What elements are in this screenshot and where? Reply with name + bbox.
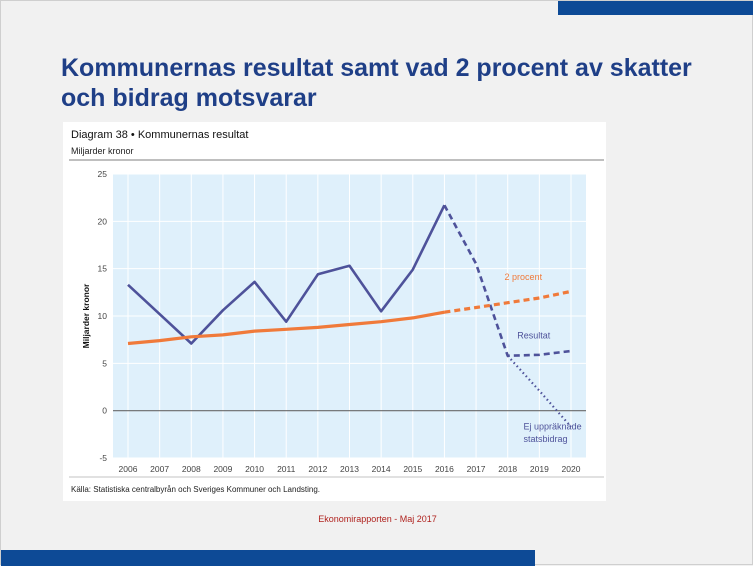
x-tick-label: 2007 <box>150 464 169 474</box>
y-tick-label: 10 <box>98 311 108 321</box>
x-tick-label: 2006 <box>119 464 138 474</box>
annotations: 2 procent Resultat Ej uppräknade statsbidra… <box>505 272 582 444</box>
x-tick-label: 2010 <box>245 464 264 474</box>
x-tick-label: 2012 <box>308 464 327 474</box>
x-tick-label: 2018 <box>498 464 517 474</box>
series-line-1 <box>443 204 572 358</box>
x-tick-label: 2020 <box>562 464 581 474</box>
y-axis-label: Miljarder kronor <box>81 283 91 348</box>
axes: -5 0 5 10 15 20 25 2006 2007 2008 2009 2010 2011 2012… <box>81 169 581 474</box>
y-tick-label: 25 <box>98 169 108 179</box>
figure-title: Diagram 38 • Kommunernas resultat <box>71 129 249 141</box>
chart-annotation: Ej uppräknade <box>524 422 582 432</box>
slide-footer: Ekonomirapporten - Maj 2017 <box>318 514 437 524</box>
y-tick-label: 5 <box>102 358 107 368</box>
series-line-4 <box>444 289 572 314</box>
y-tick-label: 15 <box>98 264 108 274</box>
slide-title: Kommunernas resultat samt vad 2 procent … <box>61 54 692 112</box>
accent-bar-bottom <box>1 550 535 566</box>
figure-source: Källa: Statistiska centralbyrån och Sver… <box>71 485 321 494</box>
chart-figure: -5 0 5 10 15 20 25 2006 2007 2008 2009 2010 2011 2012… <box>63 122 606 501</box>
x-tick-label: 2014 <box>372 464 391 474</box>
chart-svg: -5 0 5 10 15 20 25 2006 2007 2008 2009 2010 2011 2012… <box>69 159 604 478</box>
x-tick-label: 2015 <box>403 464 422 474</box>
y-tick-label: 0 <box>102 406 107 416</box>
grid <box>113 173 586 459</box>
x-tick-label: 2016 <box>435 464 454 474</box>
x-tick-label: 2009 <box>213 464 232 474</box>
chart-annotation: statsbidrag <box>524 434 568 444</box>
x-tick-label: 2017 <box>467 464 486 474</box>
series-line-3 <box>127 310 445 346</box>
x-tick-label: 2019 <box>530 464 549 474</box>
chart-annotation: Resultat <box>517 331 551 341</box>
y-tick-label: -5 <box>99 453 107 463</box>
series-line-0 <box>127 204 446 345</box>
accent-bar-top <box>558 1 753 15</box>
figure-subtitle: Miljarder kronor <box>71 146 134 156</box>
chart-annotation: 2 procent <box>505 272 543 282</box>
x-tick-label: 2008 <box>182 464 201 474</box>
x-tick-label: 2011 <box>277 464 296 474</box>
series <box>127 204 572 428</box>
x-tick-label: 2013 <box>340 464 359 474</box>
y-tick-label: 20 <box>98 216 108 226</box>
